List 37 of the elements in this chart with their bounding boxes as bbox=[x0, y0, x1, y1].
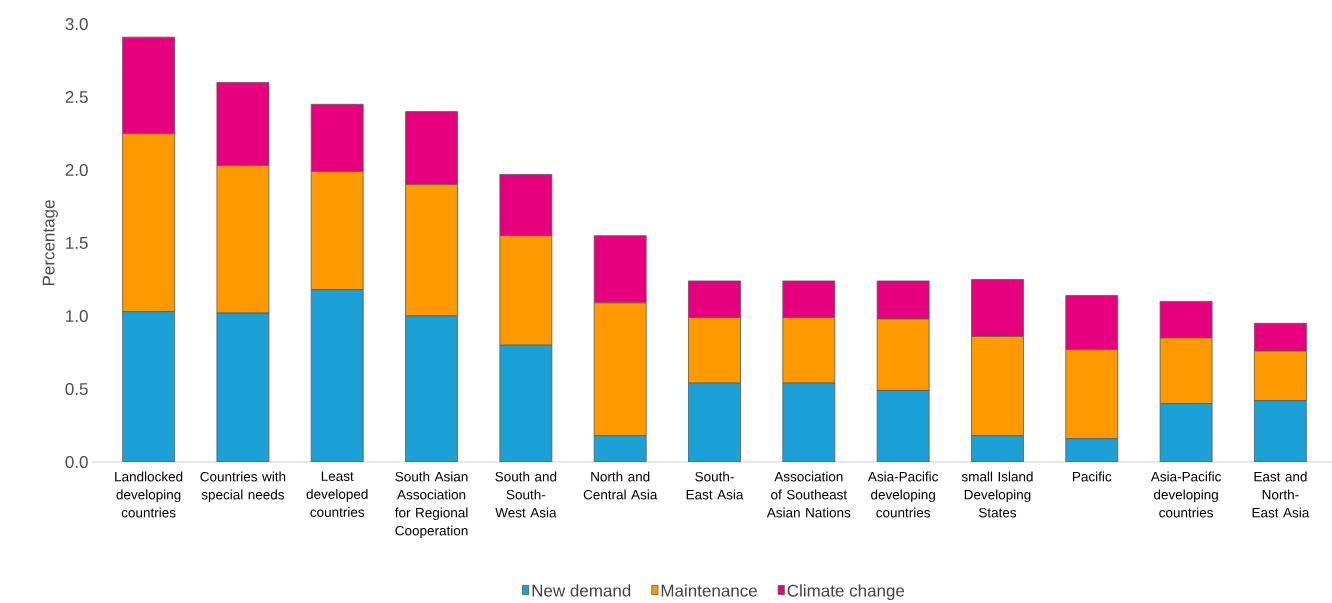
y-tick-label: 1.0 bbox=[66, 309, 88, 323]
bar bbox=[405, 315, 458, 462]
x-tick-label: South Asian Association for Regional Cooperation bbox=[394, 471, 468, 539]
bar bbox=[216, 312, 270, 462]
bar bbox=[876, 390, 930, 462]
y-tick-label: 1.5 bbox=[66, 237, 88, 249]
legend-label: New demand bbox=[532, 584, 631, 597]
legend-label: Climate change bbox=[787, 584, 905, 601]
bar bbox=[593, 435, 647, 462]
bar bbox=[310, 289, 364, 462]
x-tick-label: Association of Southeast Asian Nations bbox=[766, 471, 851, 518]
bar bbox=[1254, 400, 1307, 462]
legend-label: Maintenance bbox=[661, 584, 757, 597]
x-tick-label: Landlocked developing countries bbox=[115, 471, 183, 518]
bar bbox=[782, 382, 836, 462]
bar bbox=[688, 382, 741, 462]
x-tick-label: small Island Developing States bbox=[961, 471, 1033, 518]
bar bbox=[971, 435, 1024, 462]
bar bbox=[1159, 403, 1213, 462]
x-tick-label: Least developed countries bbox=[306, 471, 368, 517]
y-axis-title: Percentage bbox=[42, 200, 58, 286]
x-tick-label: East and North-East Asia bbox=[1252, 471, 1310, 518]
y-tick-label: 2.5 bbox=[65, 90, 88, 104]
y-tick-label: 0.5 bbox=[65, 382, 88, 396]
bar bbox=[1065, 438, 1119, 462]
x-tick-label: Asia-Pacific developing countries bbox=[1150, 471, 1221, 518]
y-tick-label: 0.0 bbox=[65, 455, 88, 469]
x-tick-label: North and Central Asia bbox=[583, 471, 658, 500]
bar bbox=[122, 311, 175, 462]
x-tick-label: South and South-West Asia bbox=[495, 471, 557, 518]
y-tick-label: 3.0 bbox=[65, 17, 88, 31]
x-tick-label: Asia-Pacific developing countries bbox=[867, 471, 939, 518]
x-tick-label: Countries with special needs bbox=[200, 471, 286, 503]
y-tick-label: 2.0 bbox=[65, 163, 88, 177]
bar bbox=[499, 344, 553, 462]
x-tick-label: Pacific bbox=[1073, 471, 1112, 482]
x-tick-label: South-East Asia bbox=[686, 471, 744, 500]
